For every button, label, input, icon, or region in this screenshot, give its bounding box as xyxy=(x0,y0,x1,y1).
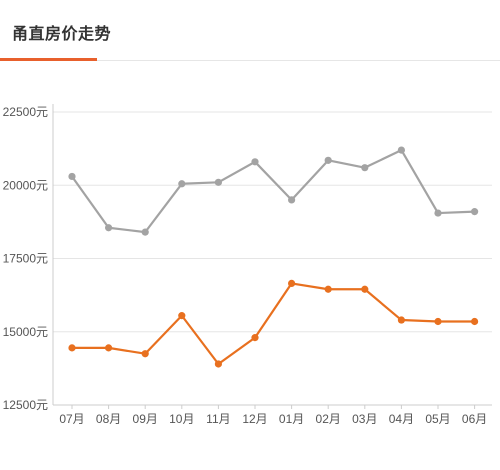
data-point xyxy=(141,350,149,358)
data-point xyxy=(361,285,369,293)
data-point xyxy=(68,172,76,181)
data-point xyxy=(214,178,222,186)
x-tick-label: 01月 xyxy=(279,412,304,426)
data-point xyxy=(397,146,405,154)
data-point xyxy=(434,317,442,326)
header-divider xyxy=(0,60,500,61)
data-point xyxy=(68,344,76,352)
data-point xyxy=(105,224,113,232)
data-point xyxy=(471,208,479,216)
x-tick-label: 07月 xyxy=(59,412,84,426)
series-line xyxy=(72,282,475,366)
series-line xyxy=(71,148,475,234)
chart-header: 甬直房价走势 xyxy=(0,0,500,64)
x-tick-label: 05月 xyxy=(425,412,450,426)
y-tick-label: 17500元 xyxy=(3,252,48,266)
series-0 xyxy=(68,146,479,236)
data-point xyxy=(397,316,405,324)
data-point xyxy=(178,312,186,320)
gridlines xyxy=(53,111,492,333)
data-point xyxy=(288,279,296,288)
axes xyxy=(52,104,492,406)
data-point xyxy=(324,156,332,164)
data-point xyxy=(324,285,332,293)
x-tick-label: 09月 xyxy=(133,412,158,426)
data-point xyxy=(105,344,113,352)
data-point xyxy=(288,196,296,204)
x-tick-label: 03月 xyxy=(352,412,377,426)
data-point xyxy=(434,209,442,217)
x-tick-label: 12月 xyxy=(242,412,267,426)
data-series xyxy=(68,146,479,368)
data-point xyxy=(141,228,149,236)
data-point xyxy=(251,334,259,342)
y-tick-label: 22500元 xyxy=(3,105,48,119)
x-tick-label: 02月 xyxy=(316,412,341,426)
x-axis-ticks: 07月 08月 09月 10月 11月 12月 01月 02月 03月 04月 05月 06月 xyxy=(59,405,487,426)
x-tick-label: 06月 xyxy=(462,412,487,426)
data-point xyxy=(471,317,479,326)
y-axis-ticks: 12500元 15000元 17500元 20000元 22500元 xyxy=(3,105,48,412)
data-point xyxy=(251,158,259,166)
x-tick-label: 11月 xyxy=(206,412,230,426)
series-1 xyxy=(68,279,479,368)
title-accent-bar xyxy=(0,58,97,61)
data-point xyxy=(214,360,222,368)
y-tick-label: 12500元 xyxy=(3,398,48,412)
x-tick-label: 08月 xyxy=(96,412,121,426)
x-tick-label: 10月 xyxy=(169,412,194,426)
x-tick-label: 04月 xyxy=(389,412,414,426)
data-point xyxy=(361,164,369,172)
chart-title: 甬直房价走势 xyxy=(12,26,112,43)
y-tick-label: 15000元 xyxy=(3,325,48,339)
y-tick-label: 20000元 xyxy=(3,178,48,192)
data-point xyxy=(178,180,186,188)
